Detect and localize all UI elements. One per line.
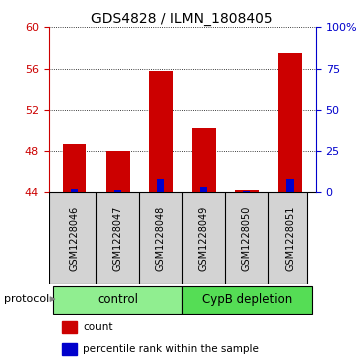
Text: count: count — [83, 322, 113, 332]
Bar — [192, 129, 216, 192]
Text: GSM1228050: GSM1228050 — [242, 205, 252, 271]
Bar — [200, 187, 208, 192]
Bar — [243, 191, 251, 192]
Bar — [157, 179, 164, 192]
Text: protocol: protocol — [4, 294, 49, 304]
Text: GSM1228047: GSM1228047 — [113, 205, 123, 271]
Text: control: control — [97, 293, 138, 306]
Bar — [149, 70, 173, 192]
FancyBboxPatch shape — [49, 192, 307, 284]
FancyBboxPatch shape — [182, 286, 312, 314]
Bar — [62, 321, 77, 333]
Bar — [106, 151, 130, 192]
Bar — [287, 179, 293, 192]
Bar — [63, 144, 86, 192]
Text: GSM1228048: GSM1228048 — [156, 205, 166, 271]
Bar — [235, 190, 259, 192]
Bar — [71, 189, 78, 192]
Text: percentile rank within the sample: percentile rank within the sample — [83, 344, 259, 354]
Text: GSM1228046: GSM1228046 — [70, 205, 79, 271]
Bar — [62, 343, 77, 355]
Text: CypB depletion: CypB depletion — [202, 293, 292, 306]
Title: GDS4828 / ILMN_1808405: GDS4828 / ILMN_1808405 — [91, 12, 273, 26]
Bar — [114, 190, 121, 192]
Bar — [278, 53, 302, 192]
FancyBboxPatch shape — [53, 286, 182, 314]
Text: GSM1228051: GSM1228051 — [285, 205, 295, 271]
Text: GSM1228049: GSM1228049 — [199, 205, 209, 271]
